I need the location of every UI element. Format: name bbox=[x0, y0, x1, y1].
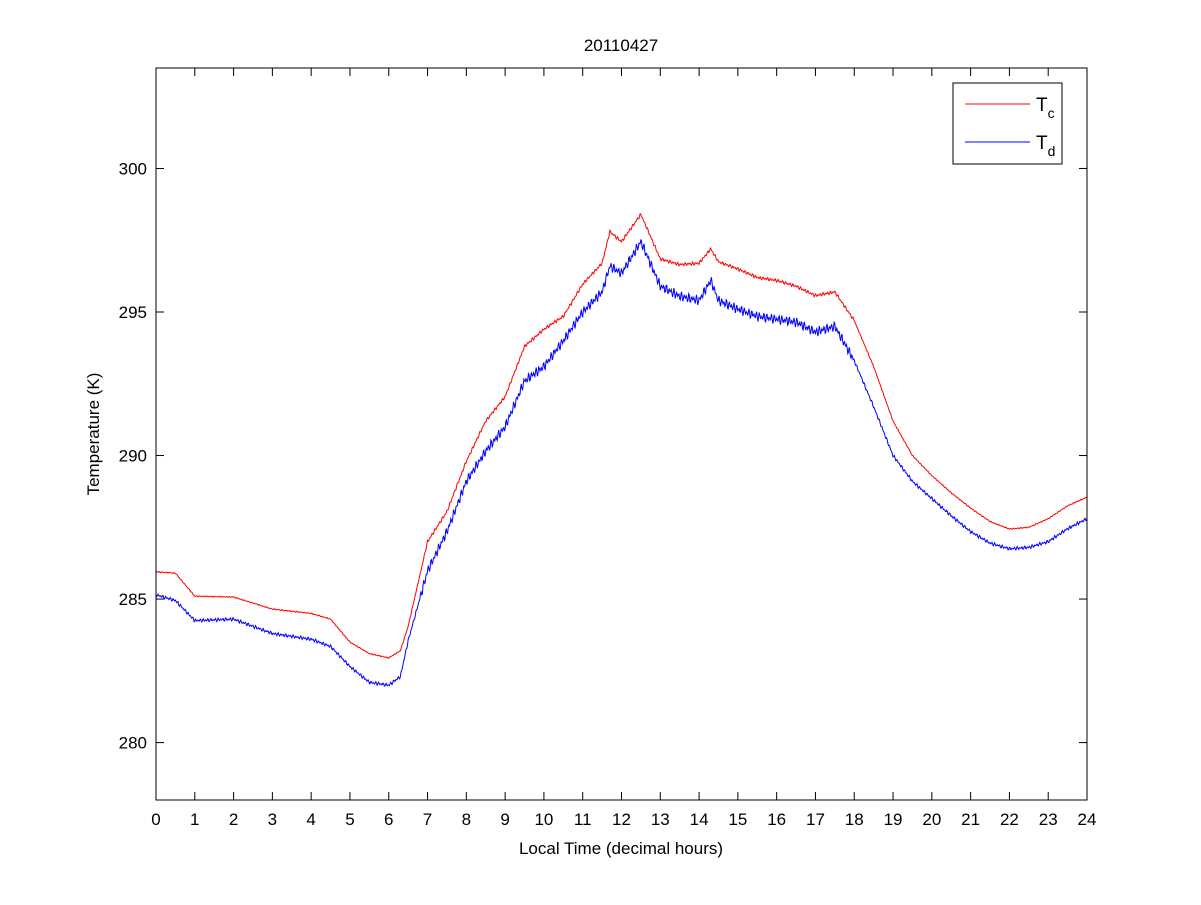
x-tick-label: 22 bbox=[1000, 810, 1019, 829]
y-axis-label: Temperature (K) bbox=[84, 373, 103, 496]
axis-ticks: 0 1 2 3 4 5 6 7 8 9 10 11 12 13 14 15 16 17 18 19 20 21 22 23 24… bbox=[119, 68, 1097, 829]
series-lines bbox=[155, 212, 1088, 688]
y-tick-label: 280 bbox=[119, 734, 147, 753]
x-tick-label: 13 bbox=[651, 810, 670, 829]
y-tick-label: 300 bbox=[119, 159, 147, 178]
x-tick-label: 0 bbox=[151, 810, 160, 829]
x-tick-label: 14 bbox=[690, 810, 709, 829]
x-tick-label: 9 bbox=[500, 810, 509, 829]
y-tick-label: 290 bbox=[119, 447, 147, 466]
x-tick-label: 6 bbox=[384, 810, 393, 829]
chart-title: 20110427 bbox=[584, 36, 658, 55]
x-tick-label: 20 bbox=[922, 810, 941, 829]
plot-frame bbox=[155, 67, 1088, 801]
x-tick-label: 11 bbox=[574, 810, 592, 829]
x-tick-label: 24 bbox=[1078, 810, 1097, 829]
legend-box bbox=[952, 82, 1063, 165]
x-axis-label: Local Time (decimal hours) bbox=[519, 839, 723, 858]
x-tick-label: 10 bbox=[534, 810, 553, 829]
legend-label-td: Td bbox=[1036, 133, 1055, 159]
x-tick-label: 2 bbox=[229, 810, 238, 829]
series-line-tc bbox=[155, 212, 1088, 659]
x-tick-label: 5 bbox=[345, 810, 354, 829]
x-tick-label: 8 bbox=[462, 810, 471, 829]
x-tick-label: 15 bbox=[728, 810, 747, 829]
y-tick-label: 295 bbox=[119, 303, 147, 322]
x-tick-label: 16 bbox=[767, 810, 786, 829]
x-tick-label: 17 bbox=[806, 810, 825, 829]
series-line-td bbox=[155, 239, 1088, 688]
x-tick-label: 12 bbox=[612, 810, 631, 829]
legend-label-tc: Tc bbox=[1036, 95, 1055, 121]
x-tick-label: 7 bbox=[423, 810, 432, 829]
legend: Tc Td bbox=[952, 82, 1063, 165]
x-tick-label: 3 bbox=[268, 810, 277, 829]
x-tick-label: 18 bbox=[845, 810, 864, 829]
x-tick-label: 4 bbox=[306, 810, 315, 829]
x-tick-label: 21 bbox=[961, 810, 980, 829]
x-tick-label: 19 bbox=[884, 810, 903, 829]
x-tick-label: 23 bbox=[1039, 810, 1058, 829]
x-tick-label: 1 bbox=[190, 810, 199, 829]
y-tick-label: 285 bbox=[119, 590, 147, 609]
